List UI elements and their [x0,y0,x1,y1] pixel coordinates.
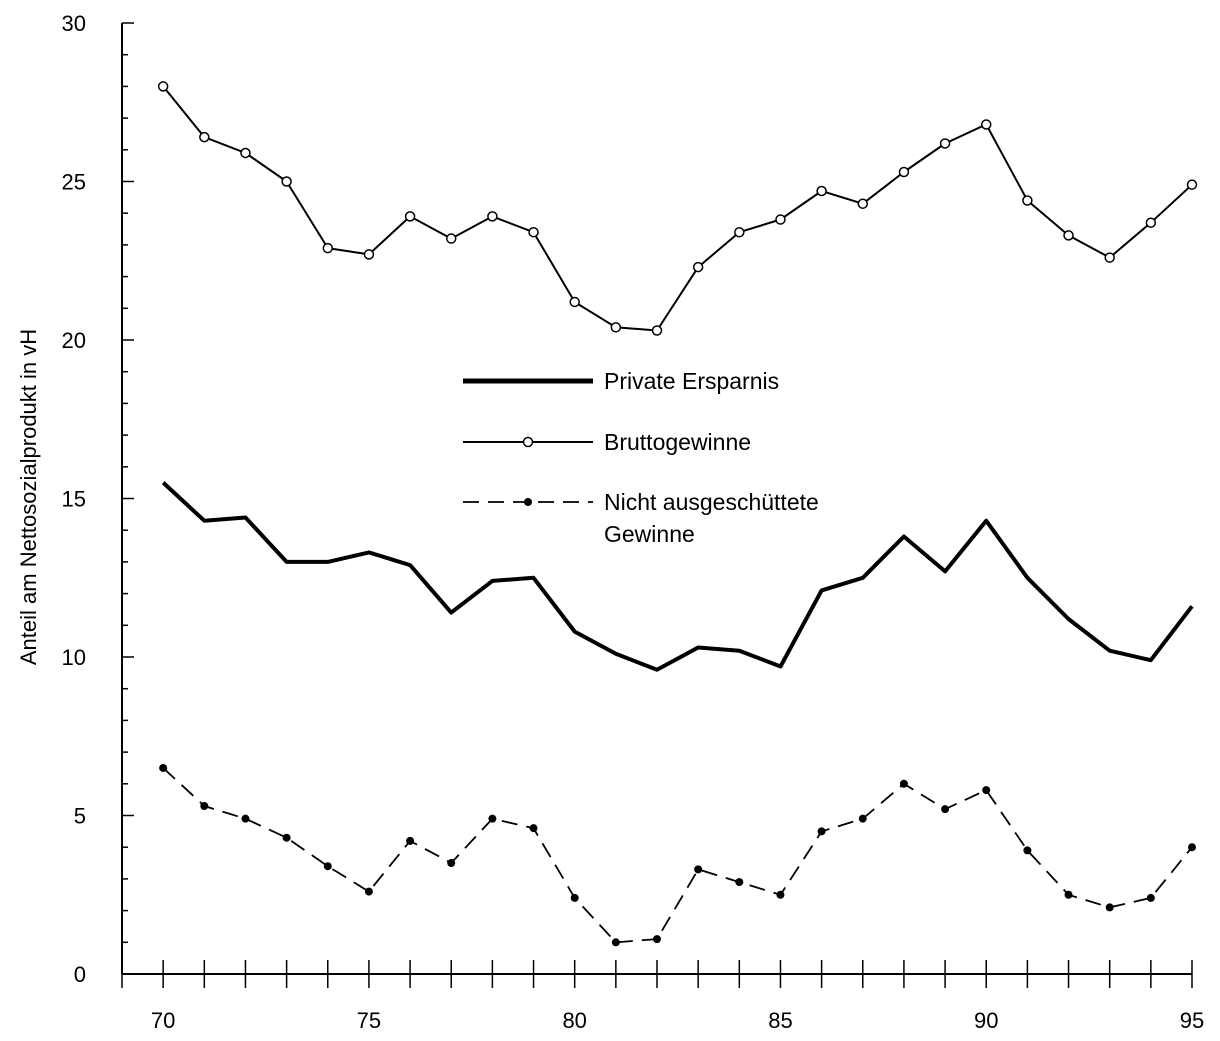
data-point [445,233,457,244]
data-point [653,935,661,944]
legend-label: Nicht ausgeschüttete Gewinne [604,489,819,547]
data-point [651,325,663,336]
x-tick-label: 75 [357,1008,381,1033]
data-point [199,131,210,143]
legend-entry-2: Bruttogewinne [463,429,751,455]
legend-swatch-marker [524,498,532,506]
data-point [281,176,292,187]
data-point [611,938,620,947]
y-tick-label: 15 [62,487,86,512]
series-line [162,767,1193,944]
data-point [939,138,951,149]
data-point [487,211,498,222]
x-tick-label: 80 [562,1008,586,1033]
x-tick-label: 95 [1180,1008,1204,1033]
series-line [161,481,1194,672]
legend-entry-1: Private Ersparnis [463,368,779,394]
data-point [406,836,415,845]
data-point [570,893,579,902]
legend: Private Ersparnis Bruttogewinne Nicht ausg… [463,368,819,547]
data-point [776,890,785,899]
data-point [200,801,209,810]
data-point [982,786,991,795]
data-point [858,814,867,823]
data-point [980,119,992,130]
data-point [857,198,869,209]
x-tick-label: 70 [151,1008,175,1033]
series-3 [159,763,1196,947]
data-point [241,814,250,823]
y-tick-label: 0 [74,962,86,987]
legend-label-line: Gewinne [604,521,695,547]
data-point [240,147,251,159]
data-point [159,763,168,772]
series-2 [157,81,1198,336]
data-point [488,814,497,823]
y-tick-label: 25 [62,170,86,195]
data-point [735,878,744,887]
legend-label-line: Nicht ausgeschüttete [604,489,819,515]
series-line [162,85,1193,332]
data-point [1064,890,1073,899]
data-point [323,862,332,871]
data-point [1063,230,1074,241]
data-point [447,859,456,868]
data-point [610,322,622,333]
data-point [898,166,910,178]
legend-label-line: Bruttogewinne [604,429,751,455]
y-tick-label: 10 [62,645,86,670]
data-point [282,833,291,842]
data-point [1022,195,1033,206]
data-point [157,81,169,92]
series-1 [161,481,1194,672]
legend-label-line: Private Ersparnis [604,368,779,394]
data-point [692,261,704,273]
data-point [775,214,786,225]
y-tick-label: 20 [62,328,86,353]
data-point [1145,217,1157,228]
data-point [734,226,745,238]
legend-swatch-marker [522,436,534,448]
data-point [816,185,827,197]
data-point [528,226,539,238]
data-point [1188,843,1196,852]
data-point [941,805,950,814]
series-layer [157,81,1198,947]
data-point [1186,179,1198,190]
data-point [817,827,826,836]
legend-entry-3: Nicht ausgeschüttete Gewinne [463,489,819,547]
data-point [1104,252,1115,263]
data-point [1146,893,1155,902]
data-point [1023,846,1032,855]
data-point [899,779,908,788]
legend-label: Private Ersparnis [604,368,779,394]
y-axis-title: Anteil am Nettosozialprodukt in vH [16,329,41,665]
data-point [694,865,703,874]
data-point [404,211,416,222]
legend-label: Bruttogewinne [604,429,751,455]
x-tick-label: 90 [974,1008,998,1033]
data-point [1105,903,1114,912]
data-point [322,242,334,254]
axes: 0 5 10 15 20 25 30 70 75 80 85 90 95 [62,11,1205,1033]
y-tick-label: 30 [62,11,86,36]
y-tick-label: 5 [74,804,86,829]
data-point [529,824,538,833]
data-point [569,296,580,308]
data-point [363,249,375,260]
data-point [364,887,373,896]
x-tick-label: 85 [768,1008,792,1033]
